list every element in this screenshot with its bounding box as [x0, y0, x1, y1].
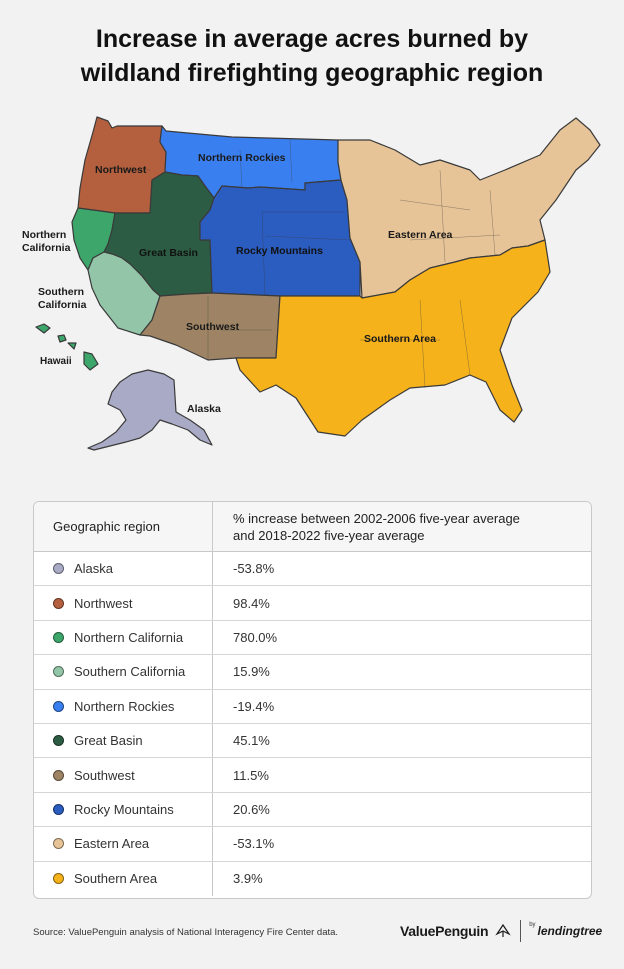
region-name: Southwest	[74, 767, 135, 783]
table-row: Southern Area 3.9%	[34, 861, 591, 896]
region-name: Rocky Mountains	[74, 801, 174, 817]
region-color-dot	[53, 735, 64, 747]
region-cell: Northern California	[34, 620, 213, 655]
region-hawaii-island-1	[35, 323, 51, 334]
brand-by: by	[529, 922, 536, 928]
region-cell: Great Basin	[34, 723, 213, 758]
label-northern-california: Northern California	[22, 229, 70, 255]
label-hawaii: Hawaii	[40, 356, 72, 367]
region-alaska	[87, 369, 213, 451]
label-northern-california-line-1: Northern	[22, 229, 67, 241]
region-color-dot	[53, 803, 64, 815]
chart-title: Increase in average acres burned by wild…	[0, 22, 624, 90]
percent-increase-value: 15.9%	[233, 664, 270, 680]
brand-divider	[520, 920, 522, 942]
percent-increase-value: -19.4%	[233, 698, 275, 714]
percent-increase-value: 98.4%	[233, 595, 270, 611]
region-name: Northern Rockies	[74, 698, 175, 714]
lendingtree-logo: lendingtree	[537, 924, 603, 938]
label-northern-rockies: Northern Rockies	[198, 152, 286, 164]
region-cell: Rocky Mountains	[34, 792, 213, 827]
region-hawaii-island-4	[83, 351, 99, 371]
header-value-line-1: % increase between 2002-2006 five-year a…	[233, 510, 520, 526]
header-value: % increase between 2002-2006 five-year a…	[213, 510, 520, 544]
label-great-basin: Great Basin	[139, 247, 198, 259]
region-cell: Southwest	[34, 758, 213, 792]
region-hawaii-island-2	[57, 334, 67, 343]
penguin-logo-icon	[495, 923, 511, 937]
percent-increase-value: 45.1%	[233, 733, 270, 749]
title-line-1: Increase in average acres burned by	[95, 25, 529, 53]
label-northern-california-line-2: California	[22, 242, 71, 254]
region-color-dot	[53, 700, 64, 712]
region-table: Geographic region % increase between 200…	[33, 501, 592, 899]
label-southern-california: Southern California	[38, 286, 86, 312]
region-cell: Eastern Area	[34, 827, 213, 861]
region-name: Eastern Area	[74, 836, 150, 852]
region-cell: Southern California	[34, 655, 213, 689]
region-name: Northern California	[74, 629, 184, 645]
percent-increase-value: 780.0%	[233, 629, 278, 645]
label-alaska: Alaska	[187, 403, 221, 415]
label-southern-area: Southern Area	[364, 333, 436, 345]
percent-increase-value: -53.8%	[233, 561, 275, 577]
table-row: Rocky Mountains 20.6%	[34, 792, 591, 828]
region-cell: Alaska	[34, 552, 213, 586]
table-header: Geographic region % increase between 200…	[34, 502, 591, 552]
percent-increase-value: 20.6%	[233, 801, 270, 817]
region-name: Alaska	[74, 561, 114, 577]
region-southern-california	[87, 251, 161, 336]
region-color-dot	[53, 597, 64, 609]
region-eastern-area	[337, 117, 601, 299]
region-southern-area	[235, 239, 551, 437]
table-row: Eastern Area -53.1%	[34, 827, 591, 862]
region-cell: Northwest	[34, 586, 213, 620]
region-color-dot	[53, 563, 64, 575]
region-color-dot	[53, 838, 64, 850]
source-note: Source: ValuePenguin analysis of Nationa…	[33, 927, 339, 938]
region-hawaii-island-3	[67, 342, 77, 350]
label-rocky-mountains: Rocky Mountains	[236, 245, 323, 257]
valuepenguin-logo: ValuePenguin	[400, 923, 489, 939]
region-color-dot	[53, 873, 64, 885]
label-northwest: Northwest	[95, 164, 147, 176]
region-color-dot	[53, 666, 64, 678]
table-row: Southern California 15.9%	[34, 655, 591, 690]
header-region: Geographic region	[34, 502, 213, 551]
region-cell: Southern Area	[34, 861, 213, 896]
label-southwest: Southwest	[186, 321, 240, 333]
region-southwest	[139, 292, 281, 361]
us-regions-map	[35, 116, 601, 451]
table-row: Northwest 98.4%	[34, 586, 591, 621]
region-name: Northwest	[74, 595, 133, 611]
region-rocky-mountains	[199, 179, 361, 297]
region-name: Great Basin	[74, 733, 143, 749]
region-color-dot	[53, 769, 64, 781]
brand-logos: ValuePenguin by lendingtree	[400, 918, 602, 944]
title-line-2: wildland firefighting geographic region	[80, 59, 544, 87]
table-row: Northern Rockies -19.4%	[34, 689, 591, 724]
table-row: Great Basin 45.1%	[34, 723, 591, 759]
percent-increase-value: 11.5%	[233, 767, 269, 783]
table-row: Northern California 780.0%	[34, 620, 591, 656]
label-eastern-area: Eastern Area	[388, 229, 453, 241]
percent-increase-value: 3.9%	[233, 871, 263, 887]
table-row: Southwest 11.5%	[34, 758, 591, 793]
region-color-dot	[53, 631, 64, 643]
table-row: Alaska -53.8%	[34, 552, 591, 587]
label-southern-california-line-1: Southern	[38, 286, 85, 298]
header-value-line-2: and 2018-2022 five-year average	[233, 527, 425, 543]
percent-increase-value: -53.1%	[233, 836, 275, 852]
table-body: Alaska -53.8% Northwest 98.4% Northern Calif…	[34, 552, 591, 896]
region-name: Southern Area	[74, 871, 158, 887]
label-southern-california-line-2: California	[38, 299, 87, 311]
region-name: Southern California	[74, 664, 186, 680]
region-cell: Northern Rockies	[34, 689, 213, 723]
